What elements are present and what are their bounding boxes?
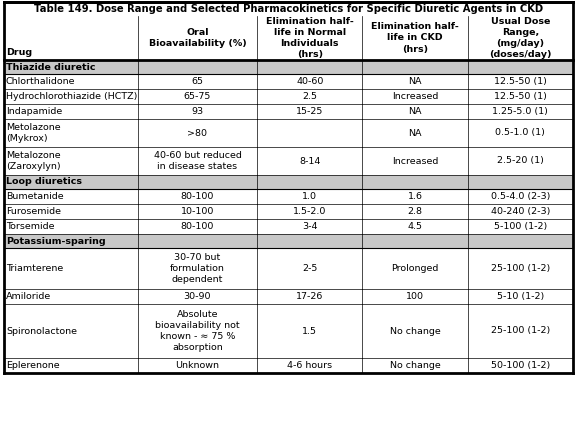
- Text: 65: 65: [191, 77, 203, 86]
- Text: Eplerenone: Eplerenone: [6, 361, 60, 370]
- Text: 2.5: 2.5: [302, 92, 317, 101]
- Text: 5-100 (1-2): 5-100 (1-2): [494, 222, 547, 231]
- Text: 0.5-1.0 (1): 0.5-1.0 (1): [495, 128, 545, 137]
- Text: 4-6 hours: 4-6 hours: [287, 361, 332, 370]
- Text: Spironolactone: Spironolactone: [6, 326, 77, 335]
- Text: No change: No change: [390, 361, 441, 370]
- Bar: [4, 234, 573, 248]
- Text: 2.8: 2.8: [408, 207, 423, 216]
- Text: Usual Dose
Range,
(mg/day)
(doses/day): Usual Dose Range, (mg/day) (doses/day): [489, 17, 552, 59]
- Text: 100: 100: [406, 292, 424, 301]
- Text: 12.5-50 (1): 12.5-50 (1): [494, 77, 547, 86]
- Text: Metalozone
(Zaroxylyn): Metalozone (Zaroxylyn): [6, 151, 60, 171]
- Text: 30-70 but
formulation
dependent: 30-70 but formulation dependent: [170, 253, 225, 284]
- Text: No change: No change: [390, 326, 441, 335]
- Text: Table 149. Dose Range and Selected Pharmacokinetics for Specific Diuretic Agents: Table 149. Dose Range and Selected Pharm…: [34, 4, 543, 14]
- Text: 25-100 (1-2): 25-100 (1-2): [491, 326, 550, 335]
- Text: 80-100: 80-100: [181, 222, 214, 231]
- Text: Drug: Drug: [6, 48, 32, 57]
- Text: 3-4: 3-4: [302, 222, 317, 231]
- Bar: [4, 175, 573, 189]
- Text: Absolute
bioavailability not
known - ≈ 75 %
absorption: Absolute bioavailability not known - ≈ 7…: [155, 310, 240, 352]
- Text: 40-60: 40-60: [296, 77, 324, 86]
- Text: 15-25: 15-25: [296, 107, 324, 116]
- Text: 1.5: 1.5: [302, 326, 317, 335]
- Text: Potassium-sparing: Potassium-sparing: [6, 236, 105, 245]
- Text: 4.5: 4.5: [408, 222, 423, 231]
- Text: Thiazide diuretic: Thiazide diuretic: [6, 62, 96, 71]
- Text: 25-100 (1-2): 25-100 (1-2): [491, 264, 550, 273]
- Text: 80-100: 80-100: [181, 192, 214, 201]
- Text: Loop diuretics: Loop diuretics: [6, 178, 82, 186]
- Text: Metolazone
(Mykrox): Metolazone (Mykrox): [6, 123, 60, 143]
- Text: Increased: Increased: [392, 157, 438, 165]
- Text: Furosemide: Furosemide: [6, 207, 61, 216]
- Text: Amiloride: Amiloride: [6, 292, 51, 301]
- Text: 1.6: 1.6: [408, 192, 423, 201]
- Text: 10-100: 10-100: [181, 207, 214, 216]
- Text: 40-240 (2-3): 40-240 (2-3): [491, 207, 550, 216]
- Text: 2.5-20 (1): 2.5-20 (1): [497, 157, 544, 165]
- Text: 1.25-5.0 (1): 1.25-5.0 (1): [492, 107, 548, 116]
- Text: Bumetanide: Bumetanide: [6, 192, 63, 201]
- Text: 40-60 but reduced
in disease states: 40-60 but reduced in disease states: [154, 151, 241, 171]
- Text: Oral
Bioavailability (%): Oral Bioavailability (%): [149, 28, 247, 48]
- Text: 1.0: 1.0: [302, 192, 317, 201]
- Text: 30-90: 30-90: [184, 292, 211, 301]
- Text: Increased: Increased: [392, 92, 438, 101]
- Text: 50-100 (1-2): 50-100 (1-2): [491, 361, 550, 370]
- Text: 93: 93: [191, 107, 203, 116]
- Text: Elimination half-
life in Normal
Individuals
(hrs): Elimination half- life in Normal Individ…: [266, 17, 354, 59]
- Text: 65-75: 65-75: [184, 92, 211, 101]
- Text: Torsemide: Torsemide: [6, 222, 55, 231]
- Text: 17-26: 17-26: [296, 292, 324, 301]
- Text: Elimination half-
life in CKD
(hrs): Elimination half- life in CKD (hrs): [371, 22, 459, 54]
- Text: Prolonged: Prolonged: [392, 264, 439, 273]
- Text: 0.5-4.0 (2-3): 0.5-4.0 (2-3): [491, 192, 550, 201]
- Bar: [4, 60, 573, 74]
- Text: Hydrochlorothiazide (HCTZ): Hydrochlorothiazide (HCTZ): [6, 92, 137, 101]
- Text: 5-10 (1-2): 5-10 (1-2): [497, 292, 544, 301]
- Text: Indapamide: Indapamide: [6, 107, 62, 116]
- Text: Unknown: Unknown: [176, 361, 219, 370]
- Text: 12.5-50 (1): 12.5-50 (1): [494, 92, 547, 101]
- Text: NA: NA: [408, 107, 422, 116]
- Text: Triamterene: Triamterene: [6, 264, 63, 273]
- Text: >80: >80: [187, 128, 207, 137]
- Text: 2-5: 2-5: [302, 264, 317, 273]
- Text: NA: NA: [408, 128, 422, 137]
- Text: Chlorthalidone: Chlorthalidone: [6, 77, 75, 86]
- Text: 8-14: 8-14: [299, 157, 320, 165]
- Text: 1.5-2.0: 1.5-2.0: [293, 207, 327, 216]
- Text: NA: NA: [408, 77, 422, 86]
